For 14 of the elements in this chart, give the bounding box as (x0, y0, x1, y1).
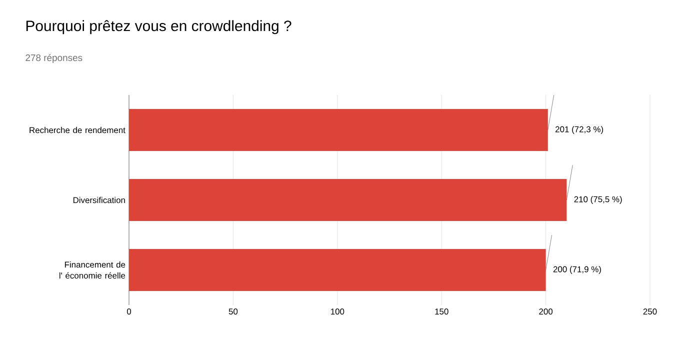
data-label: 201 (72,3 %) (556, 126, 604, 134)
y-tick-label: Financement de l' économie réelle (59, 261, 126, 279)
y-tick-label: Recherche de rendement (30, 126, 126, 134)
chart-title: Pourquoi prêtez vous en crowdlending ? (26, 20, 292, 34)
x-tick-label: 150 (435, 308, 448, 315)
x-tick-label: 50 (228, 308, 238, 315)
y-tick-label: Diversification (73, 196, 125, 204)
chart-subtitle: 278 réponses (26, 54, 82, 63)
data-label: 200 (71,9 %) (553, 266, 601, 274)
x-tick-label: 250 (643, 308, 657, 315)
x-tick-label: 200 (539, 308, 553, 315)
x-tick-label: 0 (126, 308, 132, 315)
x-tick-label: 100 (330, 308, 344, 315)
data-label: 210 (75,5 %) (574, 196, 622, 204)
